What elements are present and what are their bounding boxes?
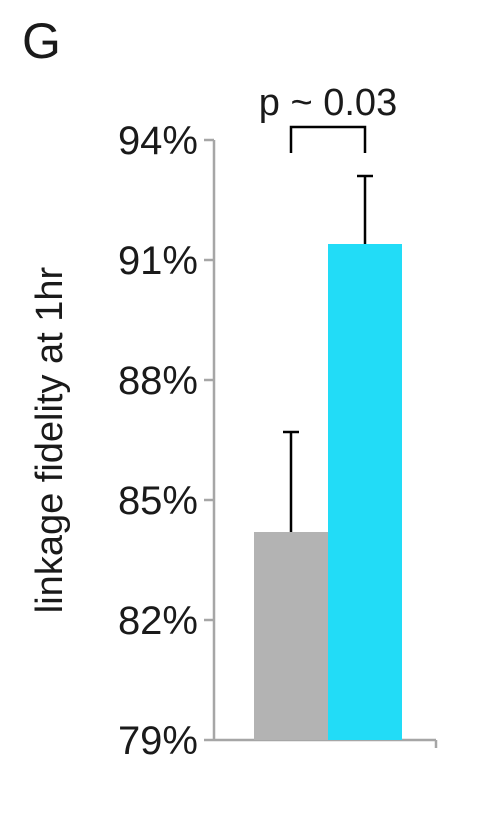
bar-1 <box>254 532 328 740</box>
error-bars <box>283 174 373 532</box>
p-value-label: p ~ 0.03 <box>259 82 397 124</box>
y-tick-label: 88% <box>118 359 198 403</box>
significance-bracket <box>289 125 367 153</box>
bars <box>254 244 402 740</box>
y-tick-label: 79% <box>118 719 198 763</box>
y-tick-label: 91% <box>118 239 198 283</box>
bar-2 <box>328 244 402 740</box>
y-axis-title: linkage fidelity at 1hr <box>29 266 71 613</box>
y-tick-label: 94% <box>118 119 198 163</box>
y-tick-label: 82% <box>118 599 198 643</box>
y-axis: 79% 82% 85% 88% 91% 94% <box>118 119 438 763</box>
significance-annotation: p ~ 0.03 <box>259 82 397 153</box>
y-tick-label: 85% <box>118 479 198 523</box>
panel-label: G <box>22 13 61 69</box>
